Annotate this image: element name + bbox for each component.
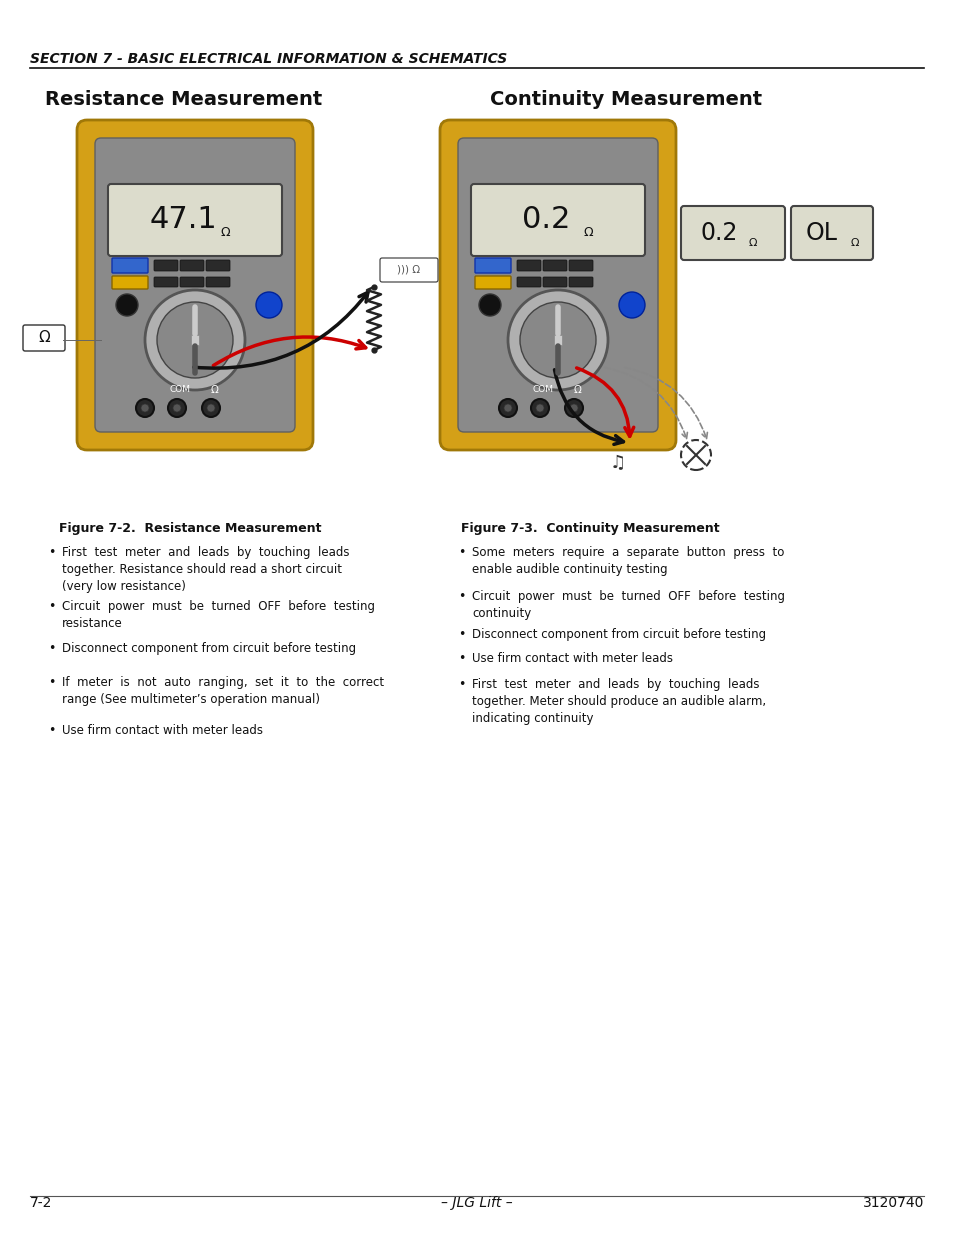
- FancyBboxPatch shape: [680, 206, 784, 261]
- Text: Figure 7-2.  Resistance Measurement: Figure 7-2. Resistance Measurement: [59, 522, 321, 535]
- Circle shape: [503, 404, 512, 412]
- Bar: [191, 335, 199, 345]
- Text: •: •: [457, 546, 465, 559]
- Text: Ω: Ω: [574, 385, 581, 395]
- Circle shape: [531, 399, 548, 417]
- Circle shape: [136, 399, 153, 417]
- Text: •: •: [48, 546, 55, 559]
- FancyBboxPatch shape: [471, 184, 644, 256]
- Text: 0.2: 0.2: [700, 221, 737, 245]
- Text: Ω: Ω: [221, 226, 231, 238]
- Circle shape: [569, 404, 578, 412]
- FancyBboxPatch shape: [475, 275, 511, 289]
- FancyBboxPatch shape: [95, 138, 294, 432]
- FancyArrowPatch shape: [576, 368, 633, 436]
- Text: – JLG Lift –: – JLG Lift –: [440, 1195, 513, 1210]
- Text: If  meter  is  not  auto  ranging,  set  it  to  the  correct
range (See multime: If meter is not auto ranging, set it to …: [62, 676, 384, 706]
- Text: First  test  meter  and  leads  by  touching  leads
together. Resistance should : First test meter and leads by touching l…: [62, 546, 349, 593]
- Circle shape: [172, 404, 181, 412]
- FancyBboxPatch shape: [475, 258, 511, 273]
- Text: Some  meters  require  a  separate  button  press  to
enable audible continuity : Some meters require a separate button pr…: [472, 546, 783, 576]
- Text: Use firm contact with meter leads: Use firm contact with meter leads: [472, 652, 672, 664]
- Circle shape: [536, 404, 543, 412]
- Circle shape: [564, 399, 582, 417]
- Text: Circuit  power  must  be  turned  OFF  before  testing
resistance: Circuit power must be turned OFF before …: [62, 600, 375, 630]
- Text: OL: OL: [805, 221, 837, 245]
- Circle shape: [618, 291, 644, 317]
- Circle shape: [680, 440, 710, 471]
- FancyBboxPatch shape: [206, 261, 230, 270]
- Circle shape: [157, 303, 233, 378]
- FancyBboxPatch shape: [112, 258, 148, 273]
- FancyBboxPatch shape: [457, 138, 658, 432]
- Text: •: •: [48, 600, 55, 613]
- Text: COM: COM: [532, 385, 553, 394]
- Text: Ω: Ω: [38, 331, 50, 346]
- Text: •: •: [48, 676, 55, 689]
- Text: Use firm contact with meter leads: Use firm contact with meter leads: [62, 724, 263, 737]
- Text: •: •: [457, 590, 465, 603]
- Text: 0.2: 0.2: [521, 205, 570, 235]
- Text: Ω: Ω: [583, 226, 593, 238]
- Text: 7-2: 7-2: [30, 1195, 52, 1210]
- Text: First  test  meter  and  leads  by  touching  leads
together. Meter should produ: First test meter and leads by touching l…: [472, 678, 765, 725]
- Circle shape: [145, 290, 245, 390]
- Text: •: •: [457, 678, 465, 692]
- FancyBboxPatch shape: [108, 184, 282, 256]
- Text: •: •: [48, 642, 55, 655]
- FancyArrowPatch shape: [213, 337, 365, 366]
- FancyBboxPatch shape: [517, 277, 540, 287]
- FancyBboxPatch shape: [112, 275, 148, 289]
- Text: Circuit  power  must  be  turned  OFF  before  testing
continuity: Circuit power must be turned OFF before …: [472, 590, 784, 620]
- Circle shape: [116, 294, 138, 316]
- Text: •: •: [457, 652, 465, 664]
- Text: 3120740: 3120740: [862, 1195, 923, 1210]
- Bar: [554, 335, 561, 345]
- Text: •: •: [457, 629, 465, 641]
- Circle shape: [507, 290, 607, 390]
- FancyArrowPatch shape: [604, 368, 687, 438]
- FancyBboxPatch shape: [542, 261, 566, 270]
- FancyBboxPatch shape: [568, 277, 593, 287]
- Text: COM: COM: [170, 385, 191, 394]
- FancyBboxPatch shape: [180, 277, 204, 287]
- Text: Figure 7-3.  Continuity Measurement: Figure 7-3. Continuity Measurement: [460, 522, 719, 535]
- FancyArrowPatch shape: [554, 369, 623, 445]
- FancyArrowPatch shape: [193, 293, 368, 368]
- Circle shape: [207, 404, 214, 412]
- Text: Ω: Ω: [748, 238, 757, 248]
- Text: SECTION 7 - BASIC ELECTRICAL INFORMATION & SCHEMATICS: SECTION 7 - BASIC ELECTRICAL INFORMATION…: [30, 52, 507, 65]
- FancyBboxPatch shape: [206, 277, 230, 287]
- FancyBboxPatch shape: [790, 206, 872, 261]
- FancyBboxPatch shape: [517, 261, 540, 270]
- FancyBboxPatch shape: [153, 261, 178, 270]
- Circle shape: [168, 399, 186, 417]
- FancyBboxPatch shape: [439, 120, 676, 450]
- FancyBboxPatch shape: [542, 277, 566, 287]
- Circle shape: [478, 294, 500, 316]
- FancyBboxPatch shape: [568, 261, 593, 270]
- FancyArrowPatch shape: [624, 368, 707, 438]
- FancyBboxPatch shape: [77, 120, 313, 450]
- Text: •: •: [48, 724, 55, 737]
- Text: 47.1: 47.1: [149, 205, 216, 235]
- Text: Continuity Measurement: Continuity Measurement: [490, 90, 761, 109]
- Text: Disconnect component from circuit before testing: Disconnect component from circuit before…: [62, 642, 355, 655]
- Circle shape: [519, 303, 596, 378]
- Circle shape: [255, 291, 282, 317]
- Text: Ω: Ω: [211, 385, 218, 395]
- Text: Disconnect component from circuit before testing: Disconnect component from circuit before…: [472, 629, 765, 641]
- Circle shape: [498, 399, 517, 417]
- Circle shape: [141, 404, 149, 412]
- Text: Resistance Measurement: Resistance Measurement: [45, 90, 322, 109]
- Text: ))) Ω: ))) Ω: [397, 266, 420, 275]
- FancyBboxPatch shape: [379, 258, 437, 282]
- FancyBboxPatch shape: [23, 325, 65, 351]
- Circle shape: [202, 399, 220, 417]
- Text: ♫: ♫: [609, 454, 625, 472]
- Text: Ω: Ω: [850, 238, 859, 248]
- FancyBboxPatch shape: [153, 277, 178, 287]
- FancyBboxPatch shape: [180, 261, 204, 270]
